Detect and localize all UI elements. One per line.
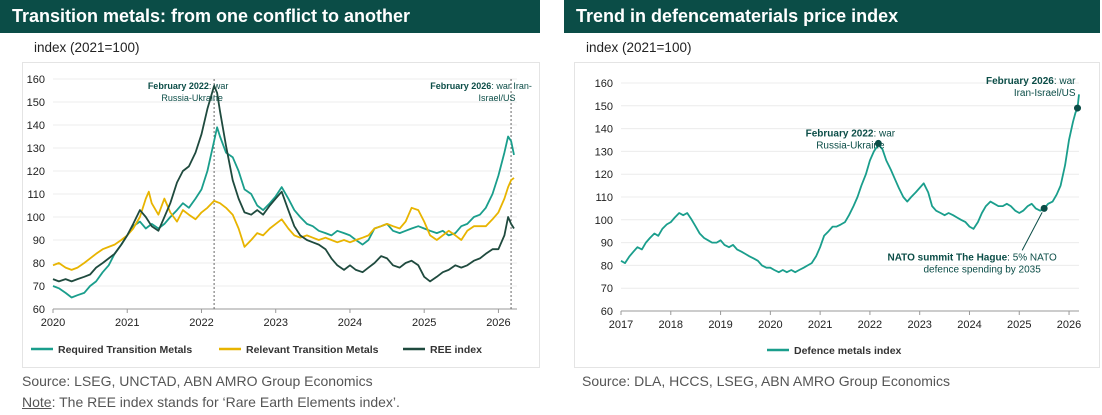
y-tick-label: 130 xyxy=(595,146,613,158)
event-annotation-line1: February 2022: war xyxy=(148,81,229,91)
transition-metals-chart: 60 70 80 90 100 110 120 130 140 150 160 2020 2021 202… xyxy=(27,74,532,356)
y-tick-label: 160 xyxy=(595,78,613,90)
y-tick-label: 140 xyxy=(595,124,613,136)
event-marker-dot xyxy=(874,139,882,147)
event-annotation-line1: February 2022: war xyxy=(806,128,896,139)
event-annotation-bold: February 2026 xyxy=(986,76,1054,87)
event-annotation-text: : 5% NATO xyxy=(1007,252,1057,263)
right-chart-title: Trend in defencematerials price index xyxy=(564,0,1100,33)
event-annotation-line2: Israel/US xyxy=(479,93,516,103)
y-tick-label: 100 xyxy=(27,212,45,224)
defence-metals-chart: 60 70 80 90 100 110 120 130 140 150 160 2017 2018 201… xyxy=(595,76,1082,357)
y-tick-label: 110 xyxy=(595,192,613,204)
event-annotation-line2: Russia-Ukraine xyxy=(161,93,223,103)
y-tick-label: 120 xyxy=(595,169,613,181)
right-unit-label: index (2021=100) xyxy=(586,40,692,55)
event-annotation-line1: February 2026: war xyxy=(986,76,1076,87)
y-tick-label: 80 xyxy=(33,258,45,270)
x-tick-label: 2021 xyxy=(115,317,139,329)
event-annotation-line1: February 2026: war Iran- xyxy=(430,81,532,91)
left-chart-area: 60 70 80 90 100 110 120 130 140 150 160 2020 2021 202… xyxy=(22,62,540,368)
x-tick-label: 2021 xyxy=(808,319,832,331)
x-tick-label: 2019 xyxy=(708,319,732,331)
y-tick-label: 60 xyxy=(601,306,613,318)
x-tick-label: 2022 xyxy=(858,319,882,331)
grid xyxy=(621,82,1079,312)
x-tick-label: 2017 xyxy=(609,319,633,331)
y-tick-label: 100 xyxy=(595,215,613,227)
event-annotation-bold: February 2022 xyxy=(148,81,209,91)
legend: Required Transition Metals Relevant Trans… xyxy=(31,344,482,356)
x-tick-label: 2024 xyxy=(338,317,362,329)
legend-label-relevant-transition-metals: Relevant Transition Metals xyxy=(246,344,379,356)
x-tick-label: 2025 xyxy=(412,317,436,329)
x-tick-label: 2020 xyxy=(758,319,782,331)
event-marker-dot xyxy=(1074,104,1082,112)
event-annotation-text: : war xyxy=(1054,76,1076,87)
left-chart-panel: Transition metals: from one conflict to … xyxy=(0,0,540,410)
event-annotation-line2: defence spending by 2035 xyxy=(923,264,1041,275)
event-annotation-text: : war Iran- xyxy=(491,81,532,91)
legend-label-ree-index: REE index xyxy=(430,344,482,356)
y-tick-label: 110 xyxy=(27,189,45,201)
x-tick-label: 2022 xyxy=(189,317,213,329)
event-annotation-line2: Iran-Israel/US xyxy=(1014,88,1076,99)
y-tick-label: 150 xyxy=(27,97,45,109)
y-tick-label: 60 xyxy=(33,304,45,316)
event-annotation-text: : war xyxy=(873,128,895,139)
left-source: Source: LSEG, UNCTAD, ABN AMRO Group Eco… xyxy=(22,373,373,389)
series-line-defence-metals-index xyxy=(620,94,1080,274)
x-tick-label: 2023 xyxy=(907,319,931,331)
x-tick-label: 2024 xyxy=(957,319,981,331)
event-annotation-bold: February 2022 xyxy=(806,128,874,139)
right-source: Source: DLA, HCCS, LSEG, ABN AMRO Group … xyxy=(582,373,951,389)
y-tick-label: 120 xyxy=(27,166,45,178)
event-annotation-bold: February 2026 xyxy=(430,81,491,91)
x-tick-label: 2025 xyxy=(1007,319,1031,331)
y-tick-label: 80 xyxy=(601,260,613,272)
y-tick-label: 90 xyxy=(33,235,45,247)
y-tick-label: 70 xyxy=(33,281,45,293)
series-line-ree-index xyxy=(52,85,515,283)
y-tick-label: 160 xyxy=(27,74,45,86)
y-tick-label: 70 xyxy=(601,283,613,295)
event-annotation-bold: NATO summit The Hague xyxy=(887,252,1007,263)
y-tick-label: 130 xyxy=(27,143,45,155)
legend-label-defence-metals-index: Defence metals index xyxy=(794,345,902,357)
event-annotation-text: : war xyxy=(209,81,229,91)
y-tick-label: 150 xyxy=(595,101,613,113)
note-text: : The REE index stands for ‘Rare Earth E… xyxy=(51,394,400,410)
legend: Defence metals index xyxy=(767,345,902,357)
left-note: Note: The REE index stands for ‘Rare Ear… xyxy=(22,394,400,410)
x-tick-label: 2026 xyxy=(1057,319,1081,331)
right-chart-panel: Trend in defencematerials price index in… xyxy=(564,0,1100,389)
right-chart-area: 60 70 80 90 100 110 120 130 140 150 160 2017 2018 201… xyxy=(574,62,1100,368)
left-unit-label: index (2021=100) xyxy=(34,40,140,55)
left-chart-title: Transition metals: from one conflict to … xyxy=(0,0,540,33)
annotation-leader-line xyxy=(1021,212,1043,251)
y-tick-label: 140 xyxy=(27,120,45,132)
x-tick-label: 2020 xyxy=(41,317,65,329)
note-label: Note xyxy=(22,394,52,410)
event-annotation-line2: Russia-Ukraine xyxy=(816,140,885,151)
x-tick-label: 2026 xyxy=(486,317,510,329)
series-line-relevant-transition-metals xyxy=(52,177,515,271)
event-annotation-line1: NATO summit The Hague: 5% NATO xyxy=(887,252,1057,263)
x-tick-label: 2018 xyxy=(659,319,683,331)
event-marker-dot xyxy=(1040,204,1048,212)
legend-label-required-transition-metals: Required Transition Metals xyxy=(58,344,192,356)
x-tick-label: 2023 xyxy=(263,317,287,329)
y-tick-label: 90 xyxy=(601,238,613,250)
